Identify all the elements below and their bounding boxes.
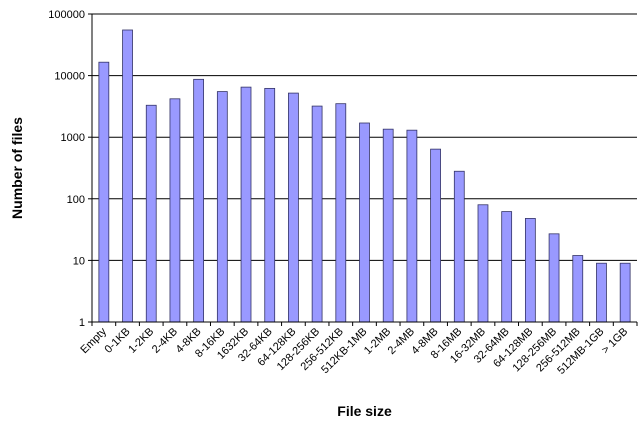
bar [477,204,489,323]
bar [453,170,465,323]
y-tick-label: 10 [73,255,85,267]
bar [216,91,228,323]
x-tick-labels: Empty0-1KB1-2KB2-4KB4-8KB8-16KB1632KB32-… [78,322,638,377]
bar [145,104,157,323]
bar [193,78,205,323]
bar [572,255,584,323]
bar [430,148,441,323]
y-axis-title: Number of files [9,117,25,219]
y-tick-label: 1000 [61,132,85,144]
bar [382,128,394,323]
x-tick-label: 0-1KB [103,326,133,356]
x-tick-label: 1-2KB [126,326,156,356]
x-axis-title: File size [337,403,392,419]
bar [524,218,536,323]
bar [335,103,347,323]
x-tick-label: Empty [78,325,109,356]
bar [288,92,299,323]
bar [240,86,252,323]
bar [596,262,607,323]
y-tick-labels: 1 10 100 1000 10000 100000 [48,9,85,329]
bar [311,105,323,323]
bar [501,211,513,323]
y-tick-label: 100000 [48,9,85,21]
x-tick-label: 2-4KB [150,326,180,356]
x-tick-label: > 1GB [600,326,631,357]
bar [359,122,370,323]
y-tick-label: 100 [67,194,85,206]
bar [264,87,276,323]
axes [91,14,637,323]
y-tick-label: 10000 [54,71,85,83]
bar [98,61,110,323]
bar [619,262,631,323]
y-tick-label: 1 [79,317,85,329]
bar [406,129,418,323]
bars [98,29,631,323]
bar [122,29,133,323]
bar [548,233,560,323]
bar [169,98,181,323]
